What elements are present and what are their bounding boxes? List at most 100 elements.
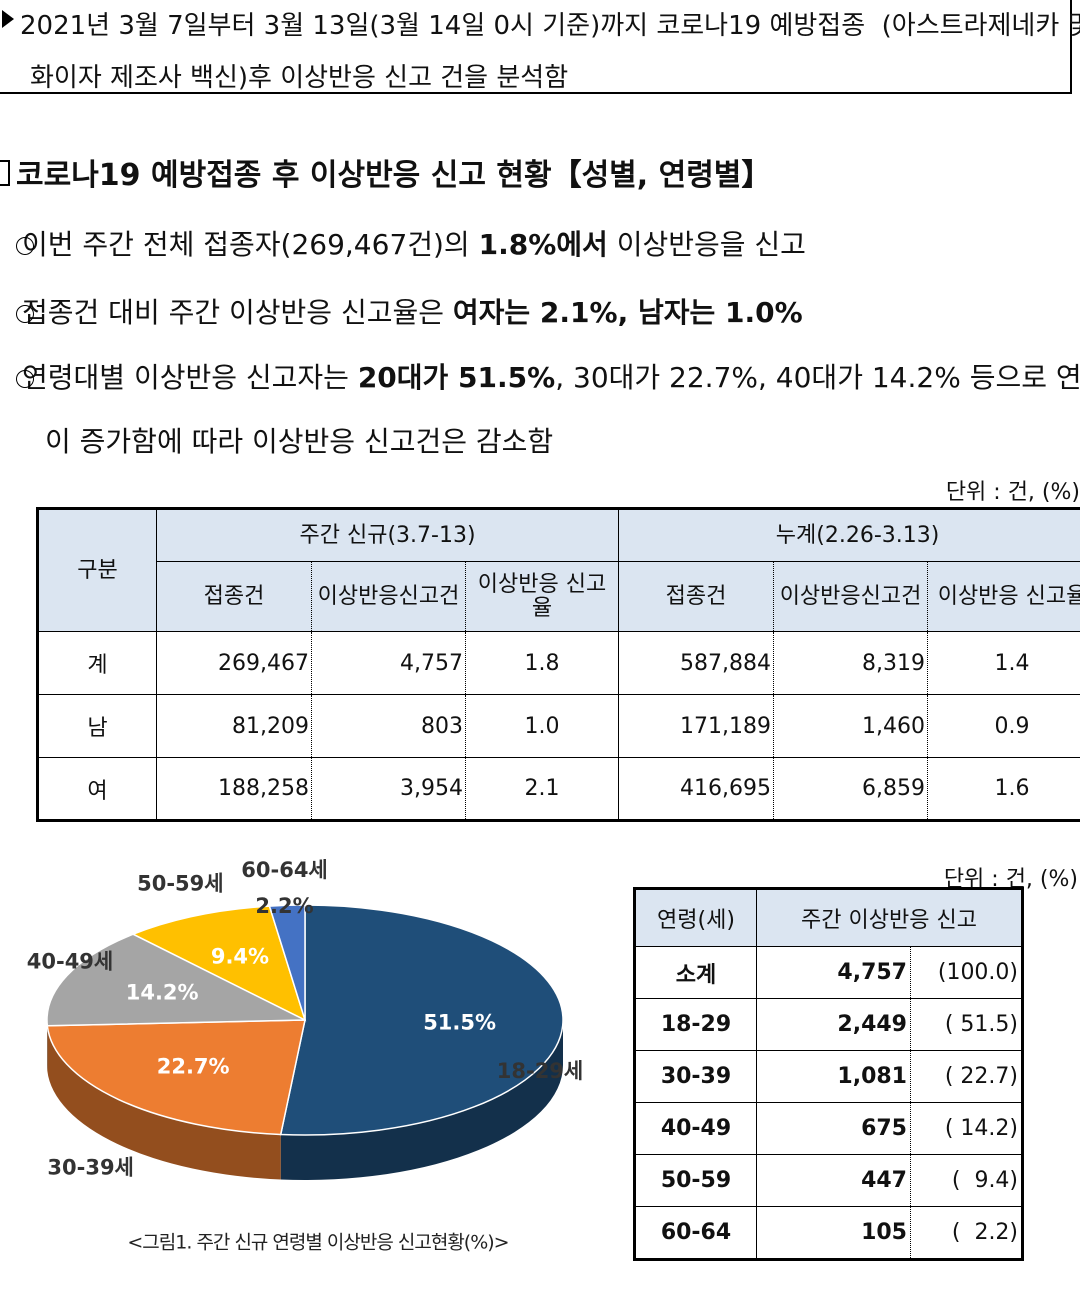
cell: 1.8	[464, 631, 620, 695]
cell: 8,319	[773, 631, 929, 695]
text: 연령대별 이상반응 신고자는	[22, 361, 358, 394]
data-row: 여 188,258 3,954 2.1 416,695 6,859 1.6	[37, 757, 1080, 821]
row-label: 계	[37, 631, 157, 695]
cell: 81,209	[156, 694, 312, 758]
category-label: 60-64세	[241, 858, 327, 882]
bold-text: 20대가 51.5%	[357, 361, 556, 394]
percent-cell: (100.0)	[909, 946, 1024, 999]
bullet-circle	[16, 237, 34, 255]
pie-slice-side	[280, 1020, 563, 1180]
row-label: 40-49	[634, 1102, 757, 1155]
bullet-circle	[16, 305, 34, 323]
data-row: 50-59 447( 9.4)	[634, 1154, 1024, 1207]
count-cell: 4,757	[756, 946, 911, 999]
section-title: 코로나19 예방접종 후 이상반응 신고 현황【성별, 연령별】	[16, 158, 772, 193]
category-label: 30-39세	[47, 1155, 133, 1179]
bullet: 접종건 대비 주간 이상반응 신고율은 여자는 2.1%, 남자는 1.0%	[16, 281, 1080, 345]
header-row: 구분 주간 신규(3.7-13) 누계(2.26-3.13)	[37, 508, 1080, 632]
percent-cell: ( 22.7)	[909, 1050, 1024, 1103]
cell: 0.9	[927, 694, 1080, 758]
percent-cell: ( 2.2)	[909, 1206, 1024, 1260]
header-cell: 주간 이상반응 신고	[755, 888, 1024, 947]
category-label: 40-49세	[27, 949, 113, 973]
header-cell: 연령(세)	[634, 888, 757, 947]
count-cell: 2,449	[756, 998, 911, 1051]
data-row: 30-39 1,081( 22.7)	[634, 1050, 1024, 1103]
unit-label: 단위 : 건, (%)	[945, 480, 1080, 505]
pie-slice	[268, 904, 306, 1021]
text: 이번 주간 전체 접종자(269,467건)의	[22, 228, 479, 261]
cell: 1,460	[773, 694, 929, 758]
row-label: 60-64	[634, 1206, 757, 1260]
bold-text: 1.8%에서	[478, 228, 608, 261]
cell: 1.4	[927, 631, 1080, 695]
cell: 3,954	[311, 757, 466, 821]
data-row: 40-49 675( 14.2)	[634, 1102, 1024, 1155]
value-label: 22.7%	[157, 1055, 230, 1079]
cell: 1.6	[927, 757, 1080, 821]
category-label: 18-29세	[497, 1059, 583, 1083]
row-label: 소계	[634, 946, 757, 999]
data-row: 60-64 105( 2.2)	[634, 1206, 1024, 1260]
group-header: 누계(2.26-3.13)	[618, 508, 1080, 562]
age-table: 연령(세) 주간 이상반응 신고 소계 4,757 (100.0) 18-29 2,449(…	[633, 887, 1025, 1261]
percent-cell: ( 51.5)	[909, 998, 1024, 1051]
subheader-cell: 이상반응 신고율	[927, 561, 1080, 632]
text: 이상반응을 신고	[607, 228, 806, 261]
bullet-circle	[16, 370, 34, 388]
data-row: 남 81,209 803 1.0 171,189 1,460 0.9	[37, 694, 1080, 758]
text: , 30대가 22.7%, 40대가 14.2% 등으로 연령이 증가함에 따라…	[45, 361, 1080, 458]
cell: 269,467	[156, 631, 312, 695]
group-header: 주간 신규(3.7-13)	[155, 508, 620, 562]
arrow-icon	[2, 10, 14, 28]
percent-cell: ( 14.2)	[909, 1102, 1024, 1155]
pie-chart: 18-29세 51.5% 30-39세 22.7% 40-49세 14.2% 50-59세 9…	[27, 858, 583, 1254]
percent-cell: ( 9.4)	[909, 1154, 1024, 1207]
count-cell: 1,081	[756, 1050, 911, 1103]
data-row: 18-29 2,449( 51.5)	[634, 998, 1024, 1051]
notice-box	[0, 0, 1072, 94]
data-row: 계 269,467 4,757 1.8 587,884 8,319 1.4	[37, 631, 1080, 695]
pie-slice	[46, 933, 306, 1027]
section-bullet	[0, 160, 10, 186]
bold-text: 여자는 2.1%, 남자는 1.0%	[452, 296, 803, 329]
cell: 803	[311, 694, 466, 758]
row-label: 30-39	[634, 1050, 757, 1103]
count-cell: 675	[756, 1102, 911, 1155]
corner-cell: 구분	[37, 508, 157, 632]
notice-text: 2021년 3월 7일부터 3월 13일(3월 14일 0시 기준)까지 코로나…	[20, 11, 1080, 93]
category-label: 50-59세	[137, 871, 223, 895]
cell: 416,695	[618, 757, 775, 821]
subheader-cell: 이상반응신고건	[773, 561, 929, 632]
row-label: 여	[37, 757, 157, 821]
cell: 2.1	[464, 757, 620, 821]
chart-caption: <그림1. 주간 신규 연령별 이상반응 신고현황(%)>	[127, 1232, 508, 1254]
bullet: 연령대별 이상반응 신고자는 20대가 51.5%, 30대가 22.7%, 4…	[16, 346, 1080, 474]
cell: 171,189	[618, 694, 775, 758]
pie-slice-side	[47, 1025, 281, 1180]
pie-slice	[279, 904, 564, 1136]
pie-slice	[46, 1019, 306, 1136]
count-cell: 105	[756, 1206, 911, 1260]
cell: 4,757	[311, 631, 466, 695]
data-row: 소계 4,757 (100.0)	[634, 946, 1024, 999]
value-label: 51.5%	[423, 1010, 496, 1034]
pie-slice	[131, 905, 307, 1022]
row-label: 남	[37, 694, 157, 758]
bullet: 이번 주간 전체 접종자(269,467건)의 1.8%에서 이상반응을 신고	[16, 213, 1080, 277]
value-label: 2.2%	[255, 894, 313, 918]
value-label: 14.2%	[126, 980, 199, 1004]
cell: 6,859	[773, 757, 929, 821]
cell: 587,884	[618, 631, 775, 695]
text: 접종건 대비 주간 이상반응 신고율은	[22, 296, 453, 329]
count-cell: 447	[756, 1154, 911, 1207]
row-label: 18-29	[634, 998, 757, 1051]
header-row: 연령(세) 주간 이상반응 신고	[634, 888, 1024, 947]
row-label: 50-59	[634, 1154, 757, 1207]
subheader-cell: 접종건	[618, 561, 775, 632]
cell: 1.0	[464, 694, 620, 758]
subheader-row: 접종건 이상반응신고건 이상반응 신고율 접종건 이상반응신고건 이상반응 신고율	[38, 561, 1080, 632]
subheader-cell: 이상반응 신고율	[464, 561, 620, 632]
cell: 188,258	[156, 757, 312, 821]
